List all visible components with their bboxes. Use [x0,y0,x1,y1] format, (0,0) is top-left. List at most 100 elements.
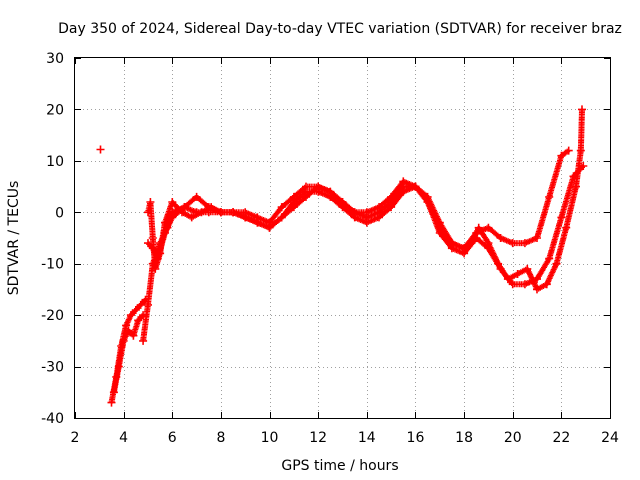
data-point [168,208,177,217]
data-point [533,234,541,242]
data-point [564,146,573,155]
x-tick-label: 24 [601,430,619,446]
data-point [124,326,133,335]
x-tick-label: 4 [119,430,128,446]
data-point [338,198,347,206]
data-point [109,388,118,397]
data-point [122,321,131,330]
data-point [126,311,135,320]
data-point [289,192,298,201]
data-point [277,203,286,212]
data-point [557,213,566,222]
data-point [362,213,371,222]
y-tick-label: 20 [46,102,64,118]
data-point [146,198,155,206]
data-point [520,239,529,248]
data-point [579,162,588,170]
data-point [576,146,585,155]
x-tick-label: 16 [407,430,425,446]
x-tick-label: 22 [552,430,570,446]
data-point [508,280,517,289]
data-point [139,336,148,345]
data-point [229,208,238,217]
chart-title: Day 350 of 2024, Sidereal Day-to-day VTE… [58,21,622,37]
data-point [411,182,420,191]
series-track-b [109,162,588,397]
data-markers [96,105,588,407]
data-point [131,306,140,314]
data-point [572,182,580,191]
data-point [423,198,432,206]
plot-frame [74,57,611,419]
data-point [156,239,165,248]
data-point [314,182,323,191]
x-tick-label: 18 [455,430,473,446]
data-point [484,223,493,232]
data-point [326,187,335,196]
data-point [447,239,456,248]
data-point [107,398,116,407]
data-point [144,239,152,248]
x-tick-label: 6 [168,430,177,446]
data-point [136,300,145,309]
data-point [435,223,444,232]
y-tick-label: 30 [46,51,64,67]
data-point [578,105,586,114]
data-point [542,280,551,289]
data-point [496,234,505,242]
data-point [508,239,517,248]
data-point [387,198,396,206]
y-tick-label: -30 [41,360,64,376]
data-point [557,151,566,160]
data-point [494,259,503,268]
data-point [180,203,189,212]
data-point [289,203,298,212]
y-axis-label: SDTVAR / TECUs [6,181,22,296]
data-point [513,270,522,278]
data-point [114,362,123,371]
series-track-c [139,105,586,345]
data-point [350,208,359,217]
x-tick-label: 14 [358,430,376,446]
data-point [187,213,196,222]
data-point [467,239,476,248]
data-point [399,182,408,191]
data-point [545,254,554,263]
data-point [129,331,138,340]
grid-lines [75,58,610,418]
data-point [144,300,152,309]
data-point [163,223,172,232]
x-tick-label: 8 [216,430,225,446]
data-point [148,259,157,268]
data-point [134,316,143,325]
data-point [562,223,571,232]
x-axis-label: GPS time / hours [281,458,398,474]
data-point [119,336,128,345]
x-tick-label: 20 [504,430,522,446]
data-point [192,192,201,201]
data-point [523,264,532,273]
x-tick-label: 10 [261,430,279,446]
data-point [192,208,201,217]
data-point [533,285,541,294]
data-point [552,259,561,268]
data-point [148,234,157,242]
y-tick-label: 10 [46,154,64,170]
data-point [241,208,250,217]
data-point [265,218,274,227]
data-point [253,213,262,222]
x-tick-label: 12 [309,430,327,446]
x-tick-label: 2 [71,430,80,446]
y-tick-label: -20 [41,308,64,324]
data-point [460,244,469,253]
y-tick-label: -10 [41,257,64,273]
data-point [375,208,383,217]
data-point [474,223,483,232]
data-point [545,192,554,201]
data-point [216,208,225,217]
data-point [277,213,286,222]
data-point [204,208,213,217]
data-point [520,280,529,289]
